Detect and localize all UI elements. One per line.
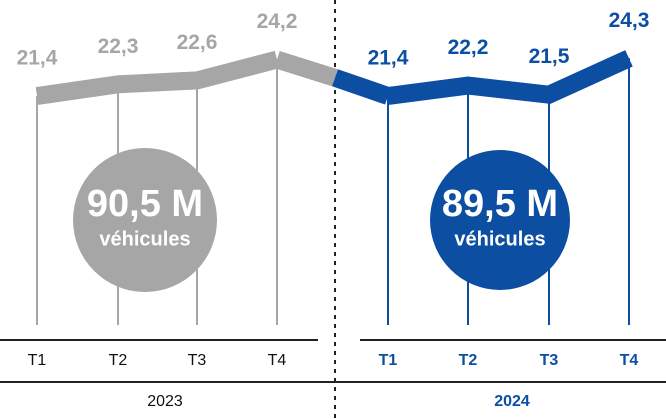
value-label: 22,3 (98, 35, 139, 58)
x-tick-label: T2 (459, 352, 478, 369)
value-label: 24,3 (609, 9, 650, 32)
value-label: 21,4 (17, 47, 58, 70)
x-tick-label: T4 (268, 352, 287, 369)
x-tick-label: T3 (188, 352, 207, 369)
x-tick-label: T2 (109, 352, 128, 369)
x-tick-label: T1 (28, 352, 47, 369)
value-label: 22,2 (448, 36, 489, 59)
total-label: 89,5 M (442, 183, 558, 225)
value-label: 21,4 (368, 47, 409, 70)
x-tick-label: T1 (379, 352, 398, 369)
connector (274, 51, 338, 87)
value-label: 21,5 (529, 45, 570, 68)
total-unit: véhicules (99, 228, 190, 250)
x-tick-label: T4 (620, 352, 639, 369)
value-label: 24,2 (257, 10, 298, 33)
year-label: 2024 (494, 393, 530, 410)
total-label: 90,5 M (87, 183, 203, 225)
total-unit: véhicules (454, 228, 545, 250)
year-label: 2023 (147, 393, 183, 410)
total-circle (73, 148, 217, 292)
connector (332, 69, 391, 105)
value-label: 22,6 (177, 31, 218, 54)
trend-band (386, 50, 633, 105)
trend-band (35, 50, 280, 105)
x-tick-label: T3 (540, 352, 559, 369)
total-circle (430, 150, 570, 290)
